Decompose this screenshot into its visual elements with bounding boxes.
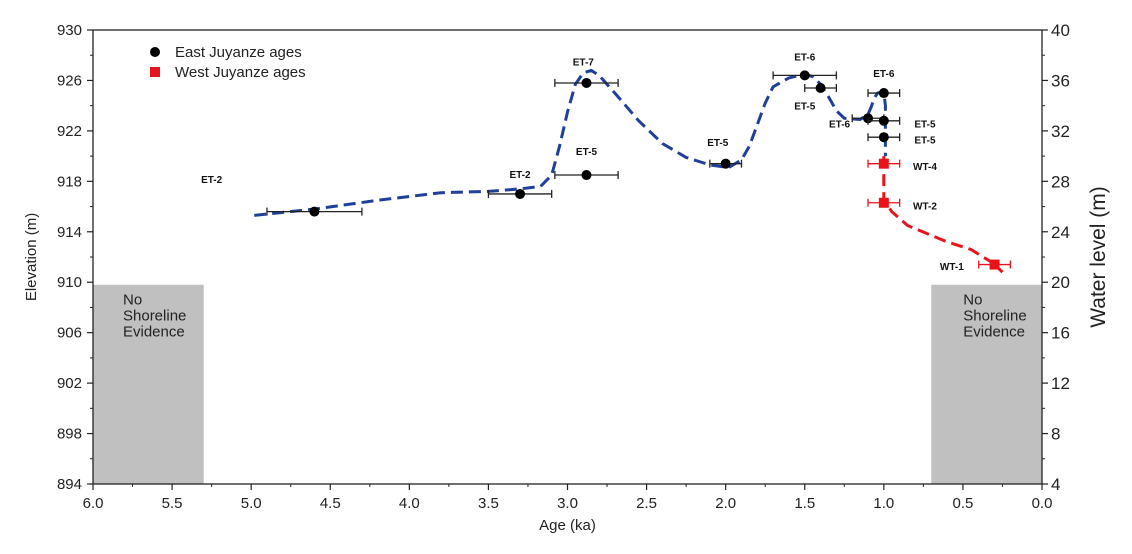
point-label: WT-1 — [940, 262, 964, 273]
x-tick-label: 5.5 — [162, 495, 183, 512]
point-label: ET-5 — [914, 119, 936, 130]
west-age-point — [989, 259, 1000, 270]
no-evidence-label: Evidence — [123, 324, 185, 341]
x-tick-label: 3.0 — [557, 495, 578, 512]
point-label: ET-6 — [794, 52, 816, 63]
no-evidence-label: Shoreline — [123, 308, 186, 325]
west-age-point — [878, 197, 889, 208]
no-evidence-label: No — [963, 292, 982, 309]
x-tick-label: 4.5 — [320, 495, 341, 512]
y-tick-label: 898 — [57, 426, 82, 443]
point-label: ET-2 — [201, 175, 223, 186]
east-age-point — [720, 158, 731, 169]
no-evidence-label: Evidence — [963, 324, 1025, 341]
point-label: WT-2 — [913, 201, 937, 212]
x-tick-label: 1.5 — [794, 495, 815, 512]
no-evidence-region — [93, 284, 204, 484]
y-tick-label: 902 — [57, 375, 82, 392]
east-age-point — [878, 88, 889, 99]
y2-tick-label: 8 — [1051, 425, 1060, 444]
no-evidence-label: Shoreline — [963, 308, 1026, 325]
point-label: ET-5 — [707, 138, 729, 149]
x-axis-title: Age (ka) — [539, 517, 596, 534]
point-label: ET-7 — [573, 58, 595, 69]
y2-tick-label: 40 — [1051, 21, 1070, 40]
legend-marker-west — [150, 67, 160, 77]
point-label: WT-4 — [913, 162, 937, 173]
east-age-point — [515, 188, 526, 199]
point-label: ET-5 — [576, 147, 598, 158]
east-age-point — [581, 77, 592, 88]
y-tick-label: 930 — [57, 22, 82, 39]
x-tick-label: 6.0 — [83, 495, 104, 512]
plot-frame — [92, 29, 1043, 485]
east-age-point — [309, 206, 320, 217]
point-label: ET-5 — [794, 102, 816, 113]
no-evidence-region — [931, 284, 1042, 484]
y-tick-label: 926 — [57, 72, 82, 89]
point-label: ET-6 — [873, 69, 895, 80]
point-label: ET-2 — [509, 170, 531, 181]
x-tick-label: 3.5 — [478, 495, 499, 512]
y-tick-label: 922 — [57, 123, 82, 140]
axes: 6.0 5.5 5.0 4.5 4.0 3.5 3.0 2.5 2.0 1.5 1.0 0.5 0.0 A… — [23, 21, 1110, 534]
x-tick-label: 2.0 — [715, 495, 736, 512]
y-tick-label: 910 — [57, 274, 82, 291]
no-evidence-label: No — [123, 292, 142, 309]
east-age-point — [878, 115, 889, 126]
y2-tick-label: 4 — [1051, 475, 1060, 494]
x-tick-label: 0.0 — [1032, 495, 1053, 512]
east-age-point — [581, 170, 592, 181]
y2-tick-label: 36 — [1051, 71, 1070, 90]
east-age-point — [799, 70, 810, 81]
east-age-point — [878, 132, 889, 143]
data-points: ET-2 ET-2 ET-5 ET-7 ET-5 ET-6 ET-5 ET-6 ET-6 ET-5… — [201, 52, 1012, 273]
y-tick-label: 894 — [57, 476, 82, 493]
legend-label: West Juyanze ages — [175, 64, 306, 81]
x-tick-label: 4.0 — [399, 495, 420, 512]
x-tick-label: 2.5 — [636, 495, 657, 512]
y2-tick-label: 32 — [1051, 122, 1070, 141]
y2-tick-label: 24 — [1051, 223, 1070, 242]
legend-label: East Juyanze ages — [175, 44, 302, 61]
trend-curves — [254, 68, 1004, 274]
legend: East Juyanze ages West Juyanze ages — [150, 44, 306, 81]
y2-tick-label: 12 — [1051, 374, 1070, 393]
y2-tick-label: 16 — [1051, 324, 1070, 343]
y-axis-title: Elevation (m) — [23, 213, 40, 301]
west-age-point — [878, 158, 889, 169]
west-trend-curve — [882, 156, 1004, 274]
x-tick-label: 1.0 — [873, 495, 894, 512]
east-age-point — [815, 83, 826, 94]
y-tick-label: 914 — [57, 224, 82, 241]
y2-tick-label: 20 — [1051, 273, 1070, 292]
y2-axis-title: Water level (m) — [1087, 186, 1110, 328]
x-tick-label: 5.0 — [241, 495, 262, 512]
y-tick-label: 918 — [57, 173, 82, 190]
point-label: ET-6 — [829, 119, 851, 130]
legend-marker-east — [150, 47, 160, 57]
x-tick-label: 0.5 — [952, 495, 973, 512]
y-tick-label: 906 — [57, 325, 82, 342]
point-label: ET-5 — [914, 136, 936, 147]
y2-tick-label: 28 — [1051, 172, 1070, 191]
east-trend-curve — [254, 68, 887, 217]
